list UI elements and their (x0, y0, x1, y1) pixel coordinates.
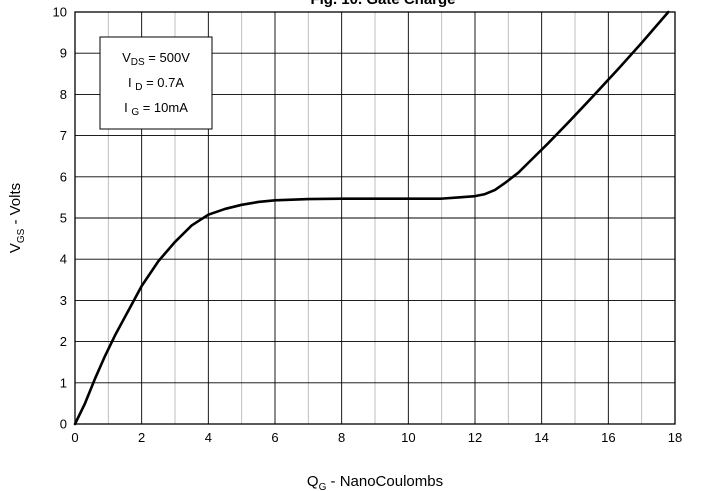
y-axis-label: VGS - Volts (7, 183, 27, 253)
y-tick-labels: 0 1 2 3 4 5 6 7 8 9 10 (53, 5, 67, 432)
legend-entry-id-main: I (128, 75, 135, 90)
x-axis-label-main: Q (307, 473, 319, 490)
plot-frame (74, 11, 676, 425)
grid (75, 12, 675, 424)
chart-title: Fig. 10. Gate Charge (310, 0, 455, 8)
y-axis-label-subscript: GS (16, 228, 27, 243)
legend-entry-id: I D = 0.7A (128, 75, 184, 93)
y-tick-label: 1 (60, 375, 67, 390)
x-axis-label-subscript: G (319, 482, 327, 491)
x-tick-label: 16 (601, 430, 615, 445)
legend-entry-ig: I G = 10mA (124, 100, 188, 118)
legend-entry-id-rest: = 0.7A (142, 75, 184, 90)
x-tick-label: 10 (401, 430, 415, 445)
legend-entry-vds: VDS = 500V (122, 50, 190, 68)
x-tick-labels: 0 2 4 6 8 10 12 14 16 18 (71, 430, 682, 445)
x-tick-label: 4 (205, 430, 212, 445)
y-tick-label: 6 (60, 169, 67, 184)
legend-entry-ig-rest: = 10mA (139, 100, 188, 115)
x-axis-label-rest: - NanoCoulombs (326, 473, 443, 490)
y-tick-label: 8 (60, 87, 67, 102)
y-tick-label: 4 (60, 252, 67, 267)
x-tick-label: 0 (71, 430, 78, 445)
y-tick-label: 7 (60, 128, 67, 143)
legend-box: VDS = 500V I D = 0.7A I G = 10mA (99, 36, 213, 130)
x-tick-label: 6 (271, 430, 278, 445)
y-tick-label: 0 (60, 417, 67, 432)
y-axis-label-main: V (7, 243, 24, 253)
y-tick-label: 2 (60, 334, 67, 349)
legend-entry-ig-main: I (124, 100, 131, 115)
legend-entry-id-sub: D (135, 82, 142, 93)
x-tick-label: 8 (338, 430, 345, 445)
legend-entry-vds-sub: DS (131, 57, 145, 68)
series-line-gate-charge (73, 10, 670, 426)
legend-entry-ig-sub: G (131, 107, 139, 118)
y-tick-label: 3 (60, 293, 67, 308)
y-axis-label-rest: - Volts (7, 183, 24, 229)
y-tick-label: 10 (53, 5, 67, 20)
x-tick-label: 18 (668, 430, 682, 445)
x-tick-label: 12 (468, 430, 482, 445)
x-axis-label: QG - NanoCoulombs (307, 473, 443, 491)
y-tick-label: 9 (60, 46, 67, 61)
legend-entry-vds-main: V (122, 50, 131, 65)
x-tick-label: 14 (534, 430, 548, 445)
legend-entry-vds-rest: = 500V (145, 50, 191, 65)
legend-frame (99, 36, 213, 130)
y-tick-label: 5 (60, 211, 67, 226)
x-tick-label: 2 (138, 430, 145, 445)
